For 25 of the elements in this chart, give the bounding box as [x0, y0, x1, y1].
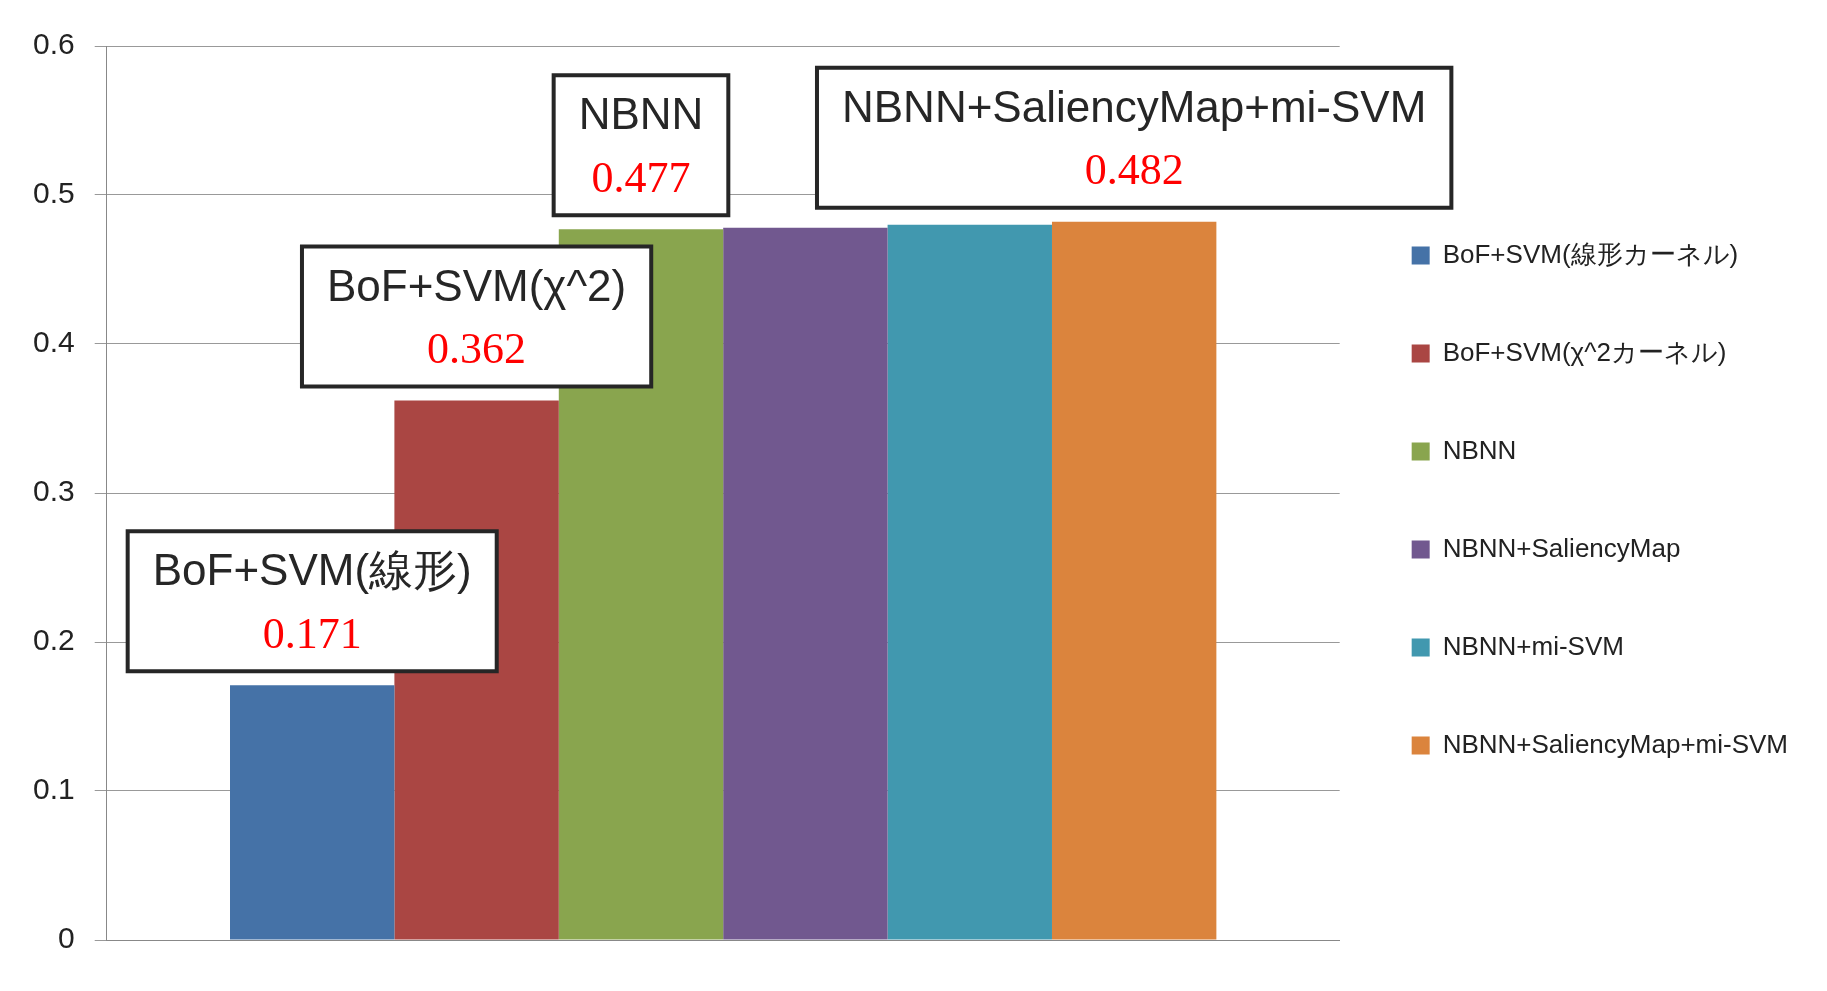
data-label: 0.482 [1084, 145, 1184, 195]
annotation: NBNN+SaliencyMap+mi-SVM [841, 81, 1427, 131]
legend-label: NBNN+mi-SVM [1442, 630, 1624, 661]
legend-label: NBNN+SaliencyMap+mi-SVM [1442, 728, 1788, 759]
bar [723, 227, 888, 940]
y-tick-label: 0.3 [32, 474, 75, 508]
y-tick-label: 0.6 [32, 27, 75, 61]
data-label: 0.171 [262, 608, 362, 658]
data-label: 0.362 [427, 324, 527, 374]
bar [887, 224, 1052, 940]
legend-label: BoF+SVM(χ^2カーネル) [1442, 336, 1727, 367]
y-tick-label: 0.1 [32, 772, 75, 806]
bar [230, 685, 395, 940]
annotation: NBNN [578, 89, 704, 139]
annotation: BoF+SVM(線形) [152, 545, 472, 595]
annotation: BoF+SVM(χ^2) [326, 260, 627, 310]
y-tick-label: 0.2 [32, 623, 75, 657]
y-tick-label: 0.5 [32, 176, 75, 210]
bar [1051, 221, 1217, 940]
y-tick-label: 0 [58, 921, 75, 955]
legend-label: NBNN+SaliencyMap [1442, 532, 1681, 563]
legend-label: NBNN [1442, 434, 1517, 465]
y-tick-label: 0.4 [32, 325, 75, 359]
data-label: 0.477 [591, 152, 691, 202]
legend-label: BoF+SVM(線形カーネル) [1442, 238, 1739, 269]
